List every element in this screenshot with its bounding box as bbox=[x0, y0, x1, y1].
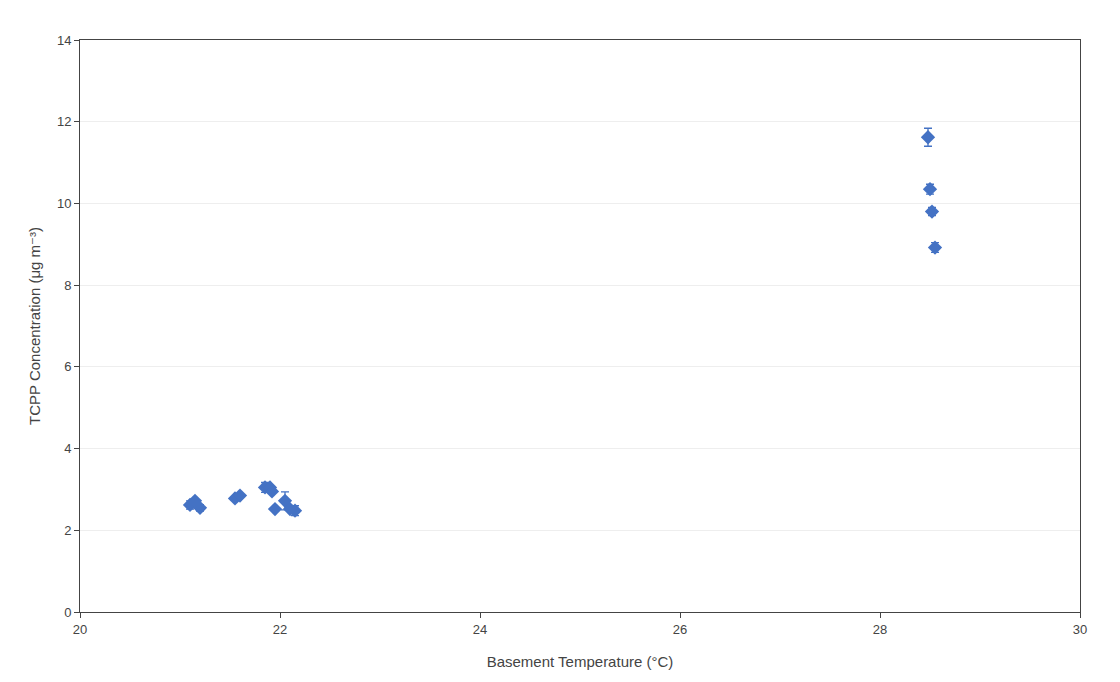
svg-text:2: 2 bbox=[64, 523, 71, 538]
svg-text:24: 24 bbox=[473, 622, 487, 637]
svg-text:12: 12 bbox=[57, 114, 71, 129]
svg-text:8: 8 bbox=[64, 278, 71, 293]
svg-text:22: 22 bbox=[273, 622, 287, 637]
svg-text:28: 28 bbox=[873, 622, 887, 637]
svg-text:30: 30 bbox=[1073, 622, 1087, 637]
svg-text:26: 26 bbox=[673, 622, 687, 637]
svg-text:4: 4 bbox=[64, 441, 71, 456]
svg-text:20: 20 bbox=[73, 622, 87, 637]
svg-text:Basement Temperature (°C): Basement Temperature (°C) bbox=[487, 653, 674, 670]
svg-text:6: 6 bbox=[64, 359, 71, 374]
svg-text:TCPP Concentration (μg m⁻³): TCPP Concentration (μg m⁻³) bbox=[26, 227, 43, 425]
svg-text:10: 10 bbox=[57, 196, 71, 211]
svg-text:0: 0 bbox=[64, 605, 71, 620]
svg-text:14: 14 bbox=[57, 33, 71, 48]
